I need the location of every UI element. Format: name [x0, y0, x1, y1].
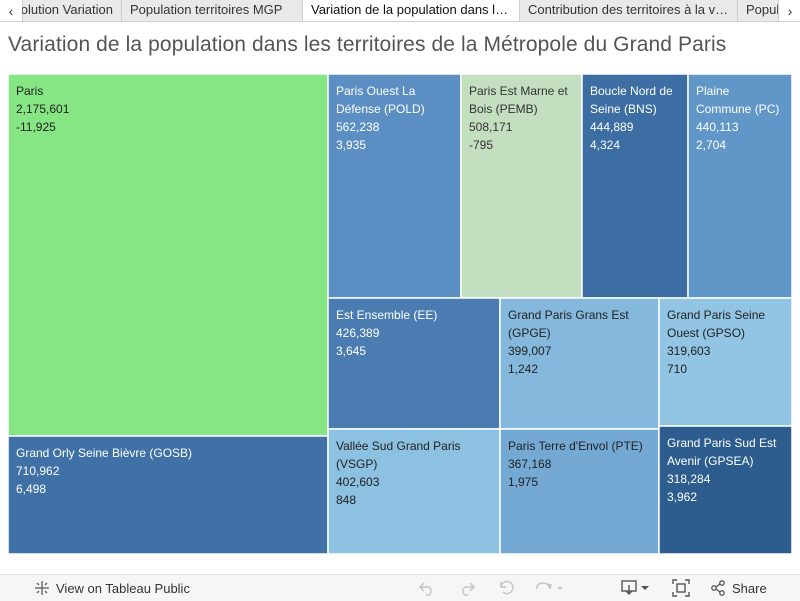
treemap-label-population: 399,007	[508, 344, 552, 358]
treemap-cell[interactable]: Est Ensemble (EE) 426,389 3,645	[327, 297, 501, 430]
treemap-label-variation: 710	[667, 362, 687, 376]
treemap-label-name: Paris Est Marne et	[469, 84, 568, 98]
download-icon[interactable]	[621, 575, 651, 601]
treemap-label-name: Commune (PC)	[696, 102, 779, 116]
tableau-logo-icon	[34, 580, 50, 596]
treemap-label-name: Bois (PEMB)	[469, 102, 538, 116]
treemap-cell[interactable]: Paris Terre d'Envol (PTE) 367,168 1,975	[499, 428, 660, 555]
undo-icon[interactable]	[418, 575, 436, 601]
treemap-cell[interactable]: Grand Paris Grans Est (GPGE) 399,007 1,242	[499, 297, 660, 430]
share-icon	[710, 580, 726, 596]
treemap-label-population: 318,284	[667, 472, 711, 486]
tab-population-territoires[interactable]: Population territoires MGP	[122, 0, 303, 21]
treemap-label-name: Grand Orly Seine Bièvre (GOSB)	[16, 446, 192, 460]
treemap-cell[interactable]: Grand Paris Seine Ouest (GPSO) 319,603 710	[658, 297, 793, 427]
treemap-label-name: Seine (BNS)	[590, 102, 657, 116]
share-label: Share	[732, 580, 767, 596]
treemap-label-name: Ouest (GPSO)	[667, 326, 745, 340]
treemap-label-name: Défense (POLD)	[336, 102, 425, 116]
treemap-label-name: (VSGP)	[336, 457, 377, 471]
treemap-label-name: Grand Paris Seine	[667, 308, 765, 322]
fullscreen-icon[interactable]	[672, 575, 690, 601]
treemap-label-variation: -795	[469, 138, 493, 152]
treemap-label-variation: 2,704	[696, 138, 726, 152]
treemap-label-population: 2,175,601	[16, 102, 70, 116]
treemap-label-variation: -11,925	[16, 120, 56, 134]
treemap-cell-rect[interactable]	[658, 297, 793, 427]
treemap-cell-rect[interactable]	[327, 428, 501, 555]
treemap-label-name: Plaine	[696, 84, 730, 98]
chevron-left-icon[interactable]: ‹	[0, 0, 23, 21]
revert-icon[interactable]	[498, 575, 516, 601]
treemap-label-name: Paris	[16, 84, 43, 98]
treemap-label-variation: 848	[336, 493, 356, 507]
treemap-label-population: 508,171	[469, 120, 513, 134]
treemap-label-population: 402,603	[336, 475, 380, 489]
tab-bar: ‹ Évolution Variation Population territo…	[0, 0, 800, 22]
treemap-label-name: Grand Paris Sud Est	[667, 436, 777, 450]
treemap-label-name: Grand Paris Grans Est	[508, 308, 629, 322]
view-on-tableau-label: View on Tableau Public	[56, 580, 190, 596]
treemap-cell-rect[interactable]	[499, 297, 660, 430]
treemap-cell-rect[interactable]	[687, 73, 793, 299]
treemap-cell[interactable]: Grand Orly Seine Bièvre (GOSB) 710,962 6,4…	[7, 435, 329, 555]
treemap-label-name: (GPGE)	[508, 326, 551, 340]
treemap-cell[interactable]: Paris 2,175,601 -11,925	[7, 73, 329, 437]
treemap-cell[interactable]: Grand Paris Sud Est Avenir (GPSEA) 318,284…	[658, 425, 793, 555]
treemap-label-variation: 1,975	[508, 475, 538, 489]
treemap-cell[interactable]: Vallée Sud Grand Paris (VSGP) 402,603 848	[327, 428, 501, 555]
treemap-label-population: 367,168	[508, 457, 552, 471]
treemap-cell[interactable]: Paris Ouest La Défense (POLD) 562,238 3,935	[327, 73, 462, 299]
treemap-cell-rect[interactable]	[327, 73, 462, 299]
refresh-icon[interactable]	[535, 575, 563, 601]
treemap-label-name: Avenir (GPSEA)	[667, 454, 753, 468]
treemap-cell[interactable]: Plaine Commune (PC) 440,113 2,704	[687, 73, 793, 299]
treemap-label-name: Est Ensemble (EE)	[336, 308, 437, 322]
treemap-label-name: Paris Ouest La	[336, 84, 416, 98]
page-title: Variation de la population dans les terr…	[8, 33, 727, 56]
treemap-label-variation: 4,324	[590, 138, 620, 152]
chevron-right-icon[interactable]: ›	[778, 0, 800, 21]
treemap-cell[interactable]: Boucle Nord de Seine (BNS) 444,889 4,324	[581, 73, 689, 299]
treemap-label-population: 426,389	[336, 326, 380, 340]
treemap-cell-rect[interactable]	[581, 73, 689, 299]
treemap-label-name: Paris Terre d'Envol (PTE)	[508, 439, 643, 453]
bottom-toolbar: View on Tableau Public Share	[0, 574, 800, 601]
treemap-label-name: Vallée Sud Grand Paris	[336, 439, 461, 453]
tab-evolution-variation[interactable]: Évolution Variation	[22, 0, 122, 21]
treemap-label-population: 710,962	[16, 464, 60, 478]
treemap-label-name: Boucle Nord de	[590, 84, 673, 98]
treemap-label-population: 444,889	[590, 120, 634, 134]
treemap-label-variation: 1,242	[508, 362, 538, 376]
treemap-cell[interactable]: Paris Est Marne et Bois (PEMB) 508,171 -795	[460, 73, 583, 299]
treemap-label-variation: 6,498	[16, 482, 46, 496]
treemap-label-variation: 3,935	[336, 138, 366, 152]
treemap-label-variation: 3,962	[667, 490, 697, 504]
redo-icon[interactable]	[458, 575, 476, 601]
treemap-chart: Paris 2,175,601 -11,925 Paris Ouest La Défen…	[7, 73, 793, 555]
treemap-label-variation: 3,645	[336, 344, 366, 358]
treemap-label-population: 440,113	[696, 120, 739, 134]
treemap-cell-rect[interactable]	[7, 73, 329, 437]
treemap-label-population: 319,603	[667, 344, 711, 358]
treemap-cell-rect[interactable]	[658, 425, 793, 555]
treemap-cell-rect[interactable]	[327, 297, 501, 430]
share-button[interactable]: Share	[710, 575, 767, 601]
treemap-label-population: 562,238	[336, 120, 380, 134]
view-on-tableau-button[interactable]: View on Tableau Public	[34, 575, 190, 601]
tab-variation-population[interactable]: Variation de la population dans les terr…	[303, 0, 520, 21]
treemap-cell-rect[interactable]	[499, 428, 660, 555]
treemap-cell-rect[interactable]	[7, 435, 329, 555]
tab-contribution-territoires[interactable]: Contribution des territoires à la variat…	[520, 0, 738, 21]
